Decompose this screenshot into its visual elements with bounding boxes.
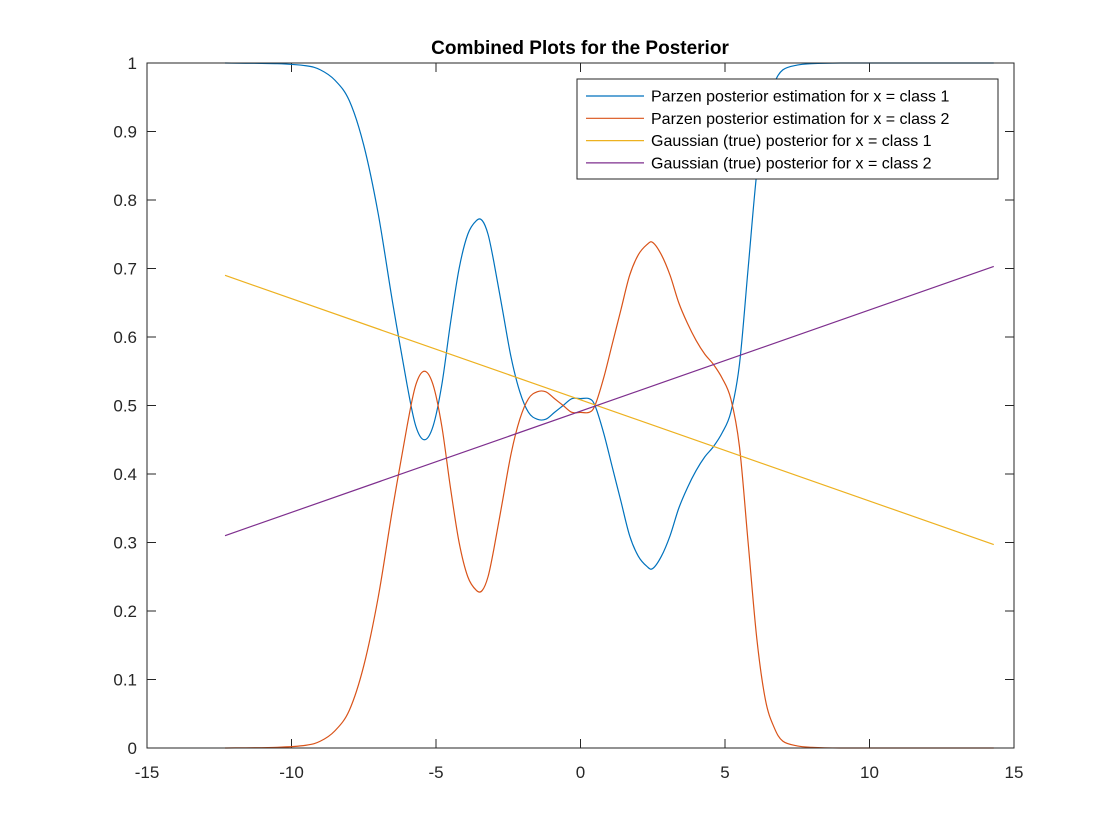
y-tick-label: 0.1 bbox=[113, 671, 137, 690]
y-tick-label: 1 bbox=[128, 54, 137, 73]
x-tick-label: -10 bbox=[279, 763, 304, 782]
plot-border bbox=[146, 62, 1015, 749]
x-tick-label: 0 bbox=[576, 763, 585, 782]
x-tick-label: 5 bbox=[720, 763, 729, 782]
legend-box bbox=[576, 78, 999, 180]
x-tick-label: -15 bbox=[135, 763, 160, 782]
legend-entry-1: Parzen posterior estimation for x = clas… bbox=[651, 89, 949, 106]
legend: Parzen posterior estimation for x = clas… bbox=[576, 78, 999, 180]
y-tick-label: 0.8 bbox=[113, 191, 137, 210]
series-line-3 bbox=[224, 274, 994, 546]
y-tick-label: 0.5 bbox=[113, 397, 137, 416]
y-tick-label: 0.2 bbox=[113, 602, 137, 621]
series-lines bbox=[224, 62, 994, 749]
y-tick-label: 0.3 bbox=[113, 534, 137, 553]
series-line-4 bbox=[224, 265, 994, 537]
x-tick-label: 10 bbox=[860, 763, 879, 782]
y-tick-label: 0.4 bbox=[113, 465, 137, 484]
x-tick-label: 15 bbox=[1005, 763, 1024, 782]
x-tick-label: -5 bbox=[428, 763, 443, 782]
legend-entry-3: Gaussian (true) posterior for x = class … bbox=[651, 133, 932, 150]
legend-entry-4: Gaussian (true) posterior for x = class … bbox=[651, 155, 932, 172]
y-tick-label: 0.6 bbox=[113, 328, 137, 347]
chart-title: Combined Plots for the Posterior bbox=[431, 38, 729, 59]
y-tick-label: 0 bbox=[128, 739, 137, 758]
y-tick-label: 0.9 bbox=[113, 123, 137, 142]
y-tick-label: 0.7 bbox=[113, 260, 137, 279]
legend-entry-2: Parzen posterior estimation for x = clas… bbox=[651, 111, 949, 128]
